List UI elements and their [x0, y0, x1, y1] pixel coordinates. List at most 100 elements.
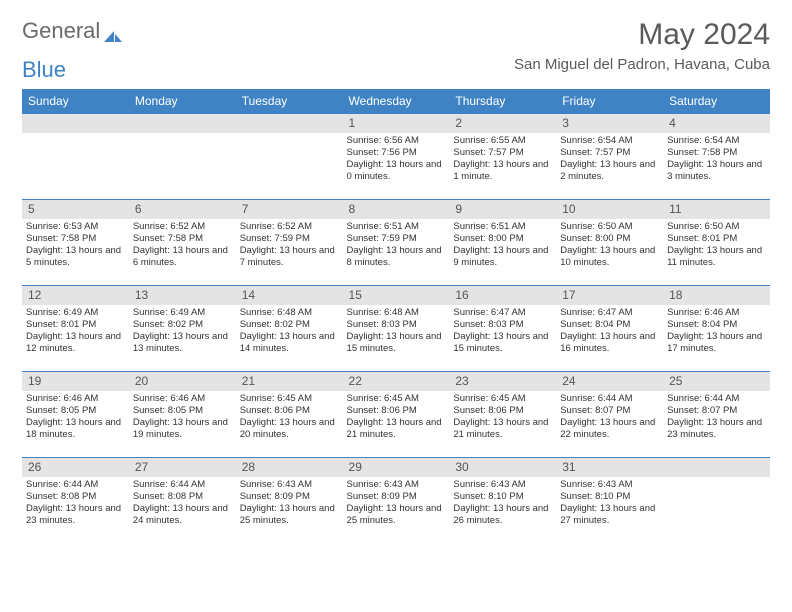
sunrise-line: Sunrise: 6:43 AM [347, 479, 446, 491]
sunset-line: Sunset: 7:58 PM [133, 233, 232, 245]
sunset-line: Sunset: 8:10 PM [560, 491, 659, 503]
daylight-line: Daylight: 13 hours and 1 minute. [453, 159, 552, 183]
calendar-cell: 25Sunrise: 6:44 AMSunset: 8:07 PMDayligh… [663, 372, 770, 458]
day-body: Sunrise: 6:50 AMSunset: 8:00 PMDaylight:… [556, 219, 663, 273]
day-body: Sunrise: 6:52 AMSunset: 7:58 PMDaylight:… [129, 219, 236, 273]
calendar-cell: 19 Sunrise: 6:46 AMSunset: 8:05 PMDayligh… [22, 372, 129, 458]
daylight-line: Daylight: 13 hours and 18 minutes. [26, 417, 125, 441]
day-number: 19 [22, 372, 129, 391]
day-body: Sunrise: 6:44 AMSunset: 8:08 PMDaylight:… [129, 477, 236, 531]
day-number: 1 [343, 114, 450, 133]
calendar-cell: 14Sunrise: 6:48 AMSunset: 8:02 PMDayligh… [236, 286, 343, 372]
day-number: 17 [556, 286, 663, 305]
sunset-line: Sunset: 8:01 PM [26, 319, 125, 331]
sunrise-line: Sunrise: 6:45 AM [453, 393, 552, 405]
sunrise-line: Sunrise: 6:43 AM [453, 479, 552, 491]
sunrise-line: Sunrise: 6:49 AM [26, 307, 125, 319]
sunset-line: Sunset: 8:05 PM [26, 405, 125, 417]
sunrise-line: Sunrise: 6:55 AM [453, 135, 552, 147]
daylight-line: Daylight: 13 hours and 14 minutes. [240, 331, 339, 355]
calendar-cell: 21Sunrise: 6:45 AMSunset: 8:06 PMDayligh… [236, 372, 343, 458]
day-body: Sunrise: 6:54 AMSunset: 7:58 PMDaylight:… [663, 133, 770, 187]
daylight-line: Daylight: 13 hours and 25 minutes. [347, 503, 446, 527]
day-number: 9 [449, 200, 556, 219]
calendar-cell: 29Sunrise: 6:43 AMSunset: 8:09 PMDayligh… [343, 458, 450, 544]
daylight-line: Daylight: 13 hours and 25 minutes. [240, 503, 339, 527]
sunrise-line: Sunrise: 6:52 AM [240, 221, 339, 233]
calendar-cell [236, 114, 343, 200]
sunrise-line: Sunrise: 6:46 AM [26, 393, 125, 405]
sunset-line: Sunset: 8:06 PM [453, 405, 552, 417]
calendar-cell: 2Sunrise: 6:55 AMSunset: 7:57 PMDaylight… [449, 114, 556, 200]
sunrise-line: Sunrise: 6:52 AM [133, 221, 232, 233]
calendar-cell [22, 114, 129, 200]
title-block: May 2024 San Miguel del Padron, Havana, … [514, 18, 770, 73]
location: San Miguel del Padron, Havana, Cuba [514, 56, 770, 73]
calendar-table: SundayMondayTuesdayWednesdayThursdayFrid… [22, 89, 770, 544]
daylight-line: Daylight: 13 hours and 12 minutes. [26, 331, 125, 355]
day-number: 21 [236, 372, 343, 391]
sunset-line: Sunset: 8:08 PM [133, 491, 232, 503]
daylight-line: Daylight: 13 hours and 10 minutes. [560, 245, 659, 269]
day-number: 26 [22, 458, 129, 477]
daylight-line: Daylight: 13 hours and 21 minutes. [347, 417, 446, 441]
calendar-cell: 4Sunrise: 6:54 AMSunset: 7:58 PMDaylight… [663, 114, 770, 200]
day-body: Sunrise: 6:44 AMSunset: 8:07 PMDaylight:… [663, 391, 770, 445]
daylight-line: Daylight: 13 hours and 16 minutes. [560, 331, 659, 355]
sunrise-line: Sunrise: 6:48 AM [347, 307, 446, 319]
day-body: Sunrise: 6:45 AMSunset: 8:06 PMDaylight:… [449, 391, 556, 445]
day-number: 20 [129, 372, 236, 391]
sunset-line: Sunset: 8:05 PM [133, 405, 232, 417]
sunrise-line: Sunrise: 6:50 AM [667, 221, 766, 233]
day-number: 29 [343, 458, 450, 477]
day-body: Sunrise: 6:45 AMSunset: 8:06 PMDaylight:… [236, 391, 343, 445]
sunrise-line: Sunrise: 6:49 AM [133, 307, 232, 319]
sunrise-line: Sunrise: 6:51 AM [453, 221, 552, 233]
calendar-cell: 27Sunrise: 6:44 AMSunset: 8:08 PMDayligh… [129, 458, 236, 544]
calendar-cell: 9Sunrise: 6:51 AMSunset: 8:00 PMDaylight… [449, 200, 556, 286]
day-number-empty [129, 114, 236, 133]
sunrise-line: Sunrise: 6:44 AM [667, 393, 766, 405]
day-body: Sunrise: 6:43 AMSunset: 8:09 PMDaylight:… [236, 477, 343, 531]
day-body: Sunrise: 6:48 AMSunset: 8:02 PMDaylight:… [236, 305, 343, 359]
sunrise-line: Sunrise: 6:44 AM [560, 393, 659, 405]
sunrise-line: Sunrise: 6:53 AM [26, 221, 125, 233]
sunset-line: Sunset: 8:03 PM [453, 319, 552, 331]
day-number: 25 [663, 372, 770, 391]
sunrise-line: Sunrise: 6:43 AM [560, 479, 659, 491]
sunrise-line: Sunrise: 6:56 AM [347, 135, 446, 147]
sunset-line: Sunset: 7:59 PM [347, 233, 446, 245]
sunset-line: Sunset: 8:06 PM [347, 405, 446, 417]
daylight-line: Daylight: 13 hours and 0 minutes. [347, 159, 446, 183]
day-body: Sunrise: 6:44 AMSunset: 8:08 PMDaylight:… [22, 477, 129, 531]
daylight-line: Daylight: 13 hours and 20 minutes. [240, 417, 339, 441]
calendar-cell [129, 114, 236, 200]
sunrise-line: Sunrise: 6:47 AM [453, 307, 552, 319]
calendar-head: SundayMondayTuesdayWednesdayThursdayFrid… [22, 89, 770, 114]
sunrise-line: Sunrise: 6:43 AM [240, 479, 339, 491]
day-body: Sunrise: 6:51 AMSunset: 7:59 PMDaylight:… [343, 219, 450, 273]
sunset-line: Sunset: 7:56 PM [347, 147, 446, 159]
day-number: 3 [556, 114, 663, 133]
sunrise-line: Sunrise: 6:47 AM [560, 307, 659, 319]
calendar-cell: 13Sunrise: 6:49 AMSunset: 8:02 PMDayligh… [129, 286, 236, 372]
calendar-cell: 6Sunrise: 6:52 AMSunset: 7:58 PMDaylight… [129, 200, 236, 286]
calendar-cell: 5Sunrise: 6:53 AMSunset: 7:58 PMDaylight… [22, 200, 129, 286]
calendar-body: 1Sunrise: 6:56 AMSunset: 7:56 PMDaylight… [22, 114, 770, 544]
sunset-line: Sunset: 8:07 PM [667, 405, 766, 417]
sunset-line: Sunset: 8:06 PM [240, 405, 339, 417]
daylight-line: Daylight: 13 hours and 17 minutes. [667, 331, 766, 355]
day-number: 22 [343, 372, 450, 391]
sunset-line: Sunset: 7:59 PM [240, 233, 339, 245]
daylight-line: Daylight: 13 hours and 21 minutes. [453, 417, 552, 441]
sunset-line: Sunset: 8:00 PM [453, 233, 552, 245]
sunset-line: Sunset: 8:01 PM [667, 233, 766, 245]
day-number: 5 [22, 200, 129, 219]
daylight-line: Daylight: 13 hours and 2 minutes. [560, 159, 659, 183]
daylight-line: Daylight: 13 hours and 3 minutes. [667, 159, 766, 183]
day-number: 14 [236, 286, 343, 305]
calendar-cell: 3Sunrise: 6:54 AMSunset: 7:57 PMDaylight… [556, 114, 663, 200]
sunrise-line: Sunrise: 6:46 AM [667, 307, 766, 319]
daylight-line: Daylight: 13 hours and 6 minutes. [133, 245, 232, 269]
day-number: 6 [129, 200, 236, 219]
